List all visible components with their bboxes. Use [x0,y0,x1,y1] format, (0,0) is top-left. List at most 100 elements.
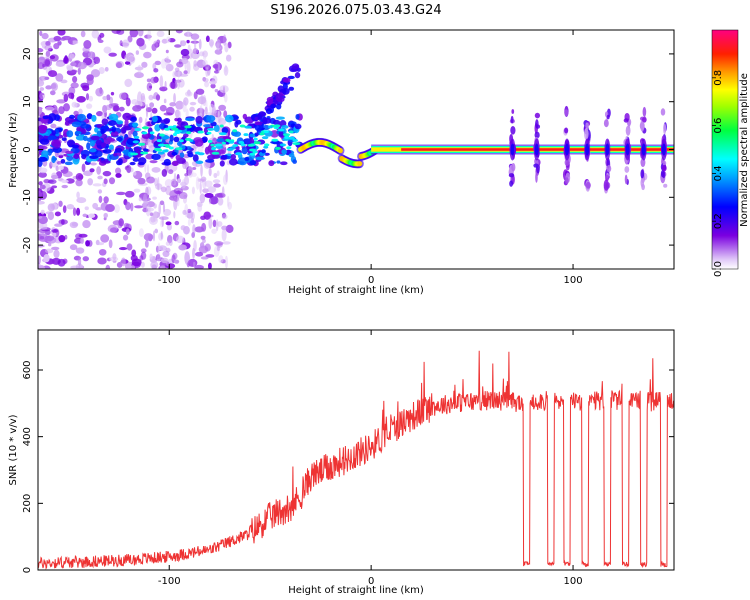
spectral-blob [159,75,164,88]
spectral-blob [174,220,180,226]
spectrogram-y-ticks: -20 -10 0 10 20 [22,48,674,253]
spectral-blob [45,50,51,57]
spectral-blob [192,224,196,235]
spectral-blob [137,30,144,37]
spectral-blob [154,228,159,234]
spectral-blob [141,61,148,68]
spectral-blob [146,164,150,174]
spectral-blob [122,234,129,241]
spectral-blob [238,140,245,144]
spectral-blob [110,131,119,137]
spectral-blob [116,191,126,196]
spectral-blob [39,236,45,240]
spectral-blob [69,221,78,229]
spectral-blob [232,131,242,137]
spectral-blob [124,190,135,198]
spectral-blob [125,201,131,211]
spectral-blob [200,94,204,106]
spectral-blob [38,145,48,150]
spectral-blob [160,230,163,240]
spectral-blob [265,108,273,115]
spectral-blob [44,235,55,242]
colorbar-tick-label: 0.6 [713,118,724,134]
spectral-blob [85,93,90,101]
spectral-blob [108,239,113,249]
spectral-blob [150,76,158,84]
spectral-blob [226,195,230,207]
spectral-blob [73,153,80,160]
spectral-blob [212,75,218,84]
spectral-blob [65,150,74,154]
spectral-blob [142,193,148,208]
spectral-blob [118,92,127,100]
spectral-blob [275,116,285,120]
spectral-blob [224,255,229,269]
spectral-blob [266,96,274,103]
spectral-blob [58,200,63,207]
spectral-blob [510,143,515,156]
spectral-blob [125,97,131,107]
spectral-blob [69,53,75,59]
spectral-blob [174,44,182,48]
spectral-blob [212,64,220,69]
spectral-blob [101,118,109,126]
spectral-blob [47,211,55,221]
spectral-blob [135,50,140,55]
spectral-blob [282,133,291,137]
spectral-blob [140,151,149,155]
spectral-blob [82,213,88,218]
spectral-blob [222,174,228,186]
spectral-blob [178,73,189,77]
spectral-blob [74,130,82,135]
spectral-blob [130,152,139,156]
spectral-blob [54,211,61,217]
spectral-blob [534,112,541,119]
spectral-blob [116,262,123,268]
spectral-blob [38,106,43,116]
spectral-blob [194,151,201,155]
spectral-blob [281,124,289,129]
spectral-blob [86,103,93,109]
spectral-blob [192,154,199,162]
spectral-blob [140,92,146,101]
spectral-blob [203,211,211,220]
spectral-blob [139,255,144,261]
spectral-blob [625,125,631,136]
spectral-blob [75,247,85,254]
spectral-blob [78,233,88,238]
spectral-blob [241,146,248,155]
spectral-blob [207,262,212,269]
spectral-blob [284,135,290,139]
spectral-blob [192,261,196,267]
spectral-blob [200,176,207,182]
spectral-blob [42,115,49,120]
spectral-blob [204,193,214,198]
spectral-blob [55,73,64,82]
snr-frame [37,329,675,571]
x-tick-label: 100 [564,576,583,587]
spectral-blob [38,167,48,174]
spectral-blob [81,128,87,134]
spectral-blob [533,163,539,168]
spectral-blob [146,78,151,83]
spectral-blob [119,40,123,47]
spectral-blob [95,139,102,146]
spectral-blob [187,208,192,214]
y-tick-label: 0 [22,567,33,573]
spectral-blob [39,92,46,100]
spectral-blob [136,105,142,110]
spectral-blob [249,160,257,166]
spectral-blob [50,83,57,89]
spectral-blob [663,123,667,135]
spectral-blob [244,125,252,129]
spectral-blob [232,144,239,148]
x-tick-label: -100 [158,275,181,286]
spectral-blob [63,103,70,112]
spectral-blob [227,41,232,49]
spectral-blob [120,257,126,267]
spectral-blob [98,248,107,256]
spectral-blob [118,158,123,166]
spectral-blob [55,165,59,172]
spectral-blob [39,30,43,37]
spectral-blob [159,104,167,112]
